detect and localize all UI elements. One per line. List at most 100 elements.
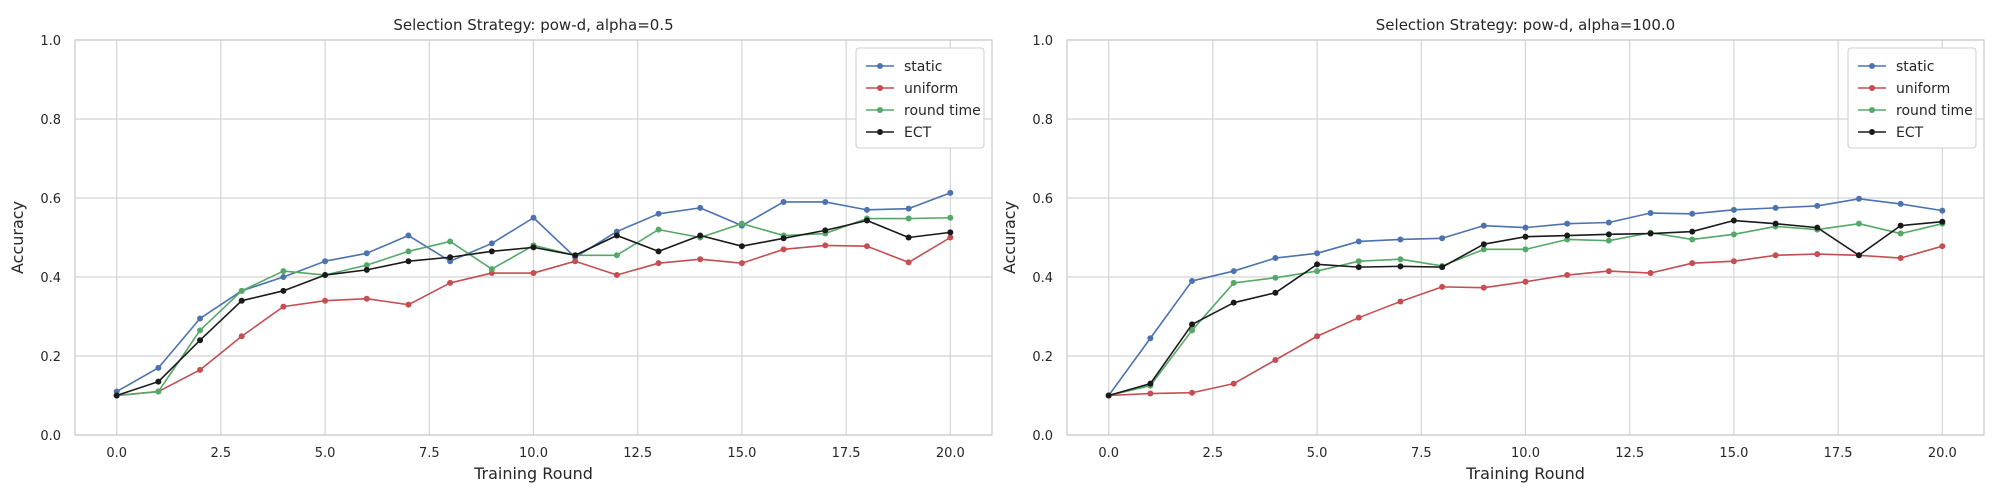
data-point [947, 214, 954, 221]
data-point [1814, 202, 1821, 209]
data-point [780, 246, 787, 253]
data-point [1230, 279, 1237, 286]
data-point [113, 392, 120, 399]
x-tick-label: 12.5 [1615, 446, 1644, 461]
data-point [1730, 206, 1737, 213]
legend-swatch-marker [1869, 129, 1875, 135]
data-point [655, 248, 662, 255]
data-point [1689, 228, 1696, 235]
legend-label: static [1896, 59, 1934, 75]
data-point [447, 279, 454, 286]
data-point [1272, 274, 1279, 281]
data-point [1564, 272, 1571, 279]
x-tick-label: 5.0 [1307, 446, 1328, 461]
data-point [1939, 243, 1946, 250]
data-point [1355, 258, 1362, 265]
data-point [488, 248, 495, 255]
data-point [322, 297, 329, 304]
data-point [363, 250, 370, 257]
data-point [1314, 250, 1321, 257]
data-point [197, 327, 204, 334]
data-point [613, 272, 620, 279]
data-point [738, 243, 745, 250]
data-point [947, 234, 954, 241]
data-point [822, 227, 829, 234]
legend: static uniform round time ECT [1847, 47, 1977, 149]
data-point [1480, 284, 1487, 291]
x-tick-label: 0.0 [1098, 446, 1119, 461]
data-point [655, 226, 662, 233]
y-axis-label: Accuracy [1000, 201, 1019, 274]
data-point [1605, 237, 1612, 244]
data-point [1772, 252, 1779, 259]
data-point [280, 268, 287, 275]
data-point [1272, 255, 1279, 262]
data-point [363, 266, 370, 273]
legend-label: uniform [904, 81, 958, 97]
data-point [1189, 389, 1196, 396]
x-axis-label: Training Round [1465, 464, 1585, 483]
y-tick-label: 0.2 [1032, 350, 1053, 365]
legend-swatch-marker [877, 107, 883, 113]
data-point [447, 238, 454, 245]
legend-swatch-marker [877, 63, 883, 69]
chart-title: Selection Strategy: pow-d, alpha=100.0 [1376, 16, 1675, 34]
data-point [530, 244, 537, 251]
data-point [905, 234, 912, 241]
data-point [1605, 268, 1612, 275]
x-tick-label: 2.5 [1203, 446, 1224, 461]
data-point [280, 274, 287, 280]
x-tick-label: 10.0 [519, 446, 548, 461]
data-point [1480, 241, 1487, 248]
data-point [1397, 256, 1404, 263]
data-point [488, 240, 495, 247]
x-tick-label: 12.5 [623, 446, 652, 461]
data-point [1105, 392, 1112, 399]
series-uniform [1105, 243, 1946, 399]
data-point [405, 248, 412, 255]
data-point [1564, 232, 1571, 239]
data-point [1855, 220, 1862, 227]
data-point [1855, 252, 1862, 259]
data-point [1147, 335, 1154, 342]
legend-box [1847, 47, 1977, 149]
data-point [1939, 218, 1946, 225]
x-axis-label: Training Round [473, 464, 593, 483]
legend-swatch-marker [877, 85, 883, 91]
data-point [1355, 264, 1362, 271]
data-point [488, 266, 495, 273]
data-point [155, 388, 162, 395]
data-point [447, 254, 454, 261]
data-point [1772, 220, 1779, 227]
data-point [1647, 230, 1654, 237]
data-point [1897, 222, 1904, 229]
x-tick-label: 7.5 [419, 446, 440, 461]
data-point [1272, 356, 1279, 363]
data-point [1689, 236, 1696, 243]
data-point [822, 198, 829, 205]
x-tick-label: 17.5 [832, 446, 861, 461]
data-point [1897, 200, 1904, 207]
x-tick-label: 20.0 [936, 446, 965, 461]
data-point [1189, 321, 1196, 328]
data-point [1855, 195, 1862, 202]
data-point [1772, 204, 1779, 211]
data-point [1689, 210, 1696, 217]
data-point [738, 260, 745, 267]
data-point [780, 235, 787, 242]
x-tick-label: 0.0 [106, 446, 127, 461]
x-tick-label: 5.0 [315, 446, 336, 461]
data-point [1897, 230, 1904, 237]
data-point [1480, 246, 1487, 253]
legend-box [855, 47, 985, 149]
data-point [947, 229, 954, 236]
chart-panel-1: 0.0 2.5 5.0 7.5 10.0 12.5 15.0 17.5 20.0 0.0 0.2 0.… [8, 16, 993, 483]
legend: static uniform round time ECT [855, 47, 985, 149]
x-tick-label: 17.5 [1824, 446, 1853, 461]
data-point [197, 366, 204, 373]
data-point [1522, 224, 1529, 231]
data-point [1897, 255, 1904, 262]
data-point [1522, 246, 1529, 253]
data-point [1522, 233, 1529, 240]
